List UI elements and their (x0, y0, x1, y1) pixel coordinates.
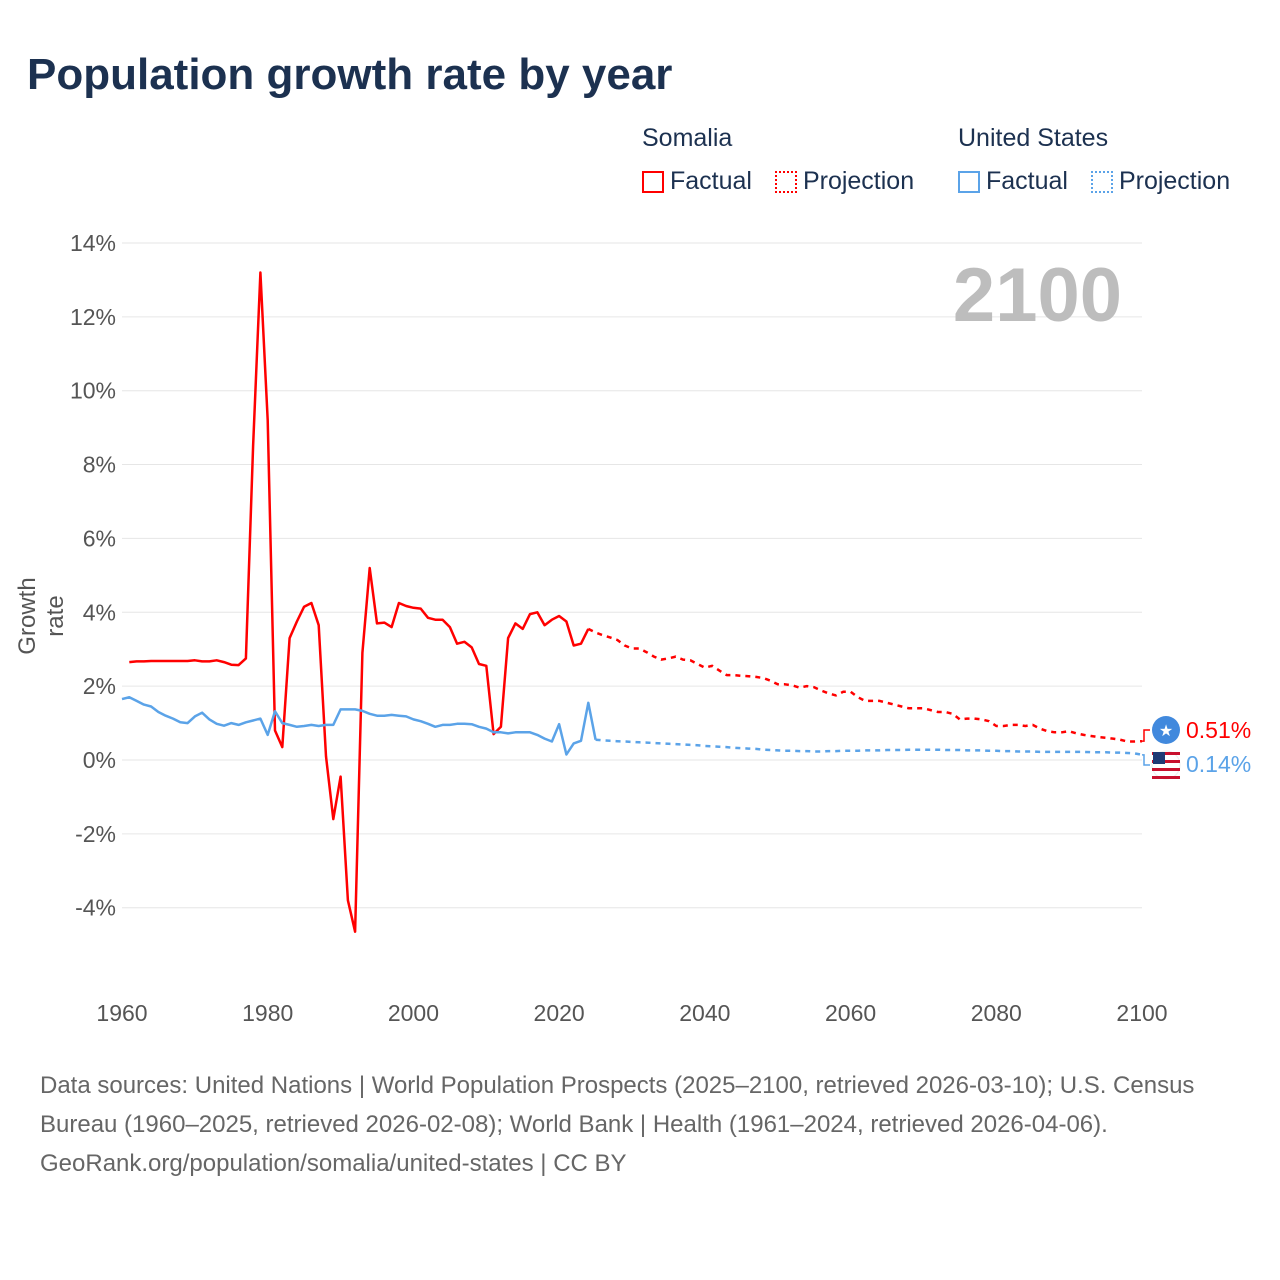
solid-swatch-icon (958, 170, 980, 193)
legend-us-projection[interactable]: Projection (1090, 167, 1231, 196)
legend-us-factual[interactable]: Factual (958, 167, 1068, 196)
solid-swatch-icon (642, 170, 664, 193)
data-sources: Data sources: United Nations | World Pop… (40, 1072, 1195, 1138)
flag-stripe (1152, 752, 1180, 755)
legend-label: Factual (670, 167, 752, 195)
x-tick-label: 2040 (679, 1000, 730, 1026)
legend-us: United States Factual Projection (958, 124, 1230, 200)
series-line-somalia-factual (129, 271, 590, 933)
series-line-somalia-projection (587, 627, 1143, 743)
end-label-somalia: 0.51% (1186, 717, 1251, 743)
x-tick-label: 2000 (388, 1000, 439, 1026)
flag-stripe (1152, 768, 1180, 771)
legend-somalia-label: Somalia (642, 124, 733, 152)
legend-label: Factual (986, 167, 1068, 195)
legend-label: Projection (1118, 167, 1231, 195)
flag-canton (1153, 752, 1165, 764)
series-line-united-states-factual (121, 695, 597, 756)
x-tick-label: 1980 (242, 1000, 293, 1026)
x-tick-label: 1960 (96, 1000, 147, 1026)
y-tick-label: 4% (83, 599, 116, 625)
somalia-flag-icon (1152, 716, 1180, 744)
end-label-us: 0.14% (1186, 751, 1251, 777)
x-tick-label: 2060 (825, 1000, 876, 1026)
leader-line (1142, 754, 1150, 766)
chart-title: Population growth rate by year (27, 50, 673, 99)
legend-somalia-factual[interactable]: Factual (642, 167, 752, 196)
y-tick-label: 8% (83, 452, 116, 478)
leader-line (1142, 729, 1150, 742)
x-tick-label: 2080 (971, 1000, 1022, 1026)
y-tick-label: 10% (70, 378, 116, 404)
x-tick-label: 2020 (534, 1000, 585, 1026)
legend-somalia-projection[interactable]: Projection (774, 167, 915, 196)
current-year-label: 2100 (952, 253, 1122, 338)
y-tick-label: -2% (75, 821, 116, 847)
footer: Data sources: United Nations | World Pop… (40, 1066, 1240, 1183)
dotted-swatch-icon (1090, 170, 1113, 193)
series-line-united-states-projection (595, 738, 1143, 757)
y-tick-label: 12% (70, 304, 116, 330)
dotted-swatch-icon (774, 170, 797, 193)
y-tick-label: 0% (83, 747, 116, 773)
legend-us-label: United States (958, 124, 1109, 152)
flag-stripe (1152, 760, 1180, 763)
y-tick-label: 14% (70, 230, 116, 256)
credit-link[interactable]: GeoRank.org/population/somalia/united-st… (40, 1150, 627, 1177)
flag-stripe (1152, 776, 1180, 779)
star-icon: ★ (1159, 723, 1173, 740)
legend-label: Projection (802, 167, 915, 195)
legend-somalia: Somalia Factual Projection (642, 124, 930, 200)
y-axis-label: Growth rate (14, 577, 69, 655)
x-tick-label: 2100 (1116, 1000, 1167, 1026)
y-tick-label: 2% (83, 673, 116, 699)
y-tick-label: 6% (83, 525, 116, 551)
y-tick-label: -4% (75, 895, 116, 921)
